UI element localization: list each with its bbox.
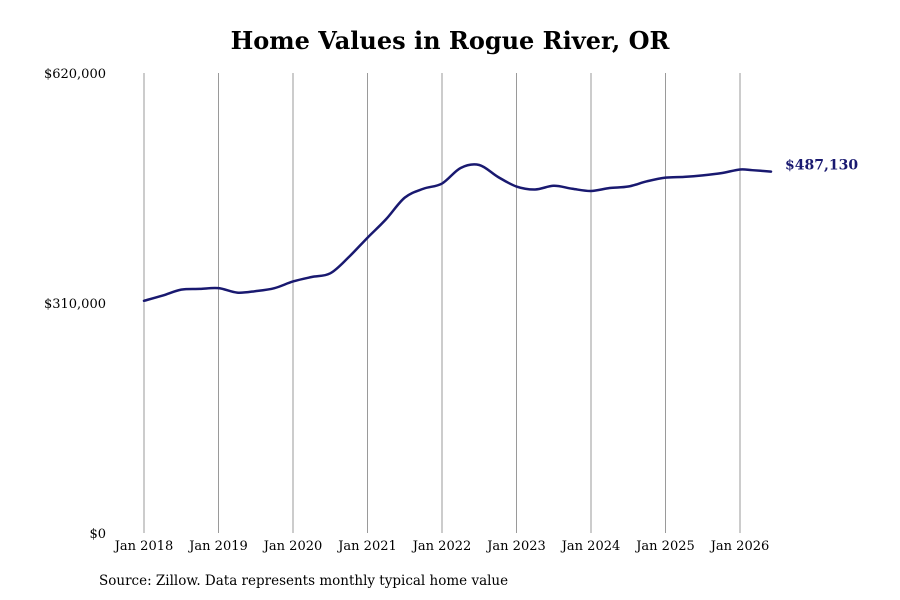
- x-tick-label: Jan 2021: [336, 539, 397, 554]
- source-note: Source: Zillow. Data represents monthly …: [99, 573, 509, 589]
- x-tick-label: Jan 2020: [262, 539, 323, 554]
- x-tick-label: Jan 2019: [187, 539, 248, 554]
- end-value-label: $487,130: [785, 158, 858, 174]
- x-tick-label: Jan 2018: [113, 539, 174, 554]
- y-tick-label: $620,000: [44, 67, 106, 82]
- x-tick-label: Jan 2023: [485, 539, 546, 554]
- x-tick-label: Jan 2025: [634, 539, 695, 554]
- chart-title: Home Values in Rogue River, OR: [230, 26, 670, 55]
- x-tick-label: Jan 2024: [560, 539, 621, 554]
- y-tick-label: $310,000: [44, 297, 106, 312]
- x-tick-label: Jan 2022: [411, 539, 472, 554]
- x-tick-label: Jan 2026: [709, 539, 770, 554]
- series-line: [142, 163, 773, 303]
- y-tick-label: $0: [89, 527, 106, 542]
